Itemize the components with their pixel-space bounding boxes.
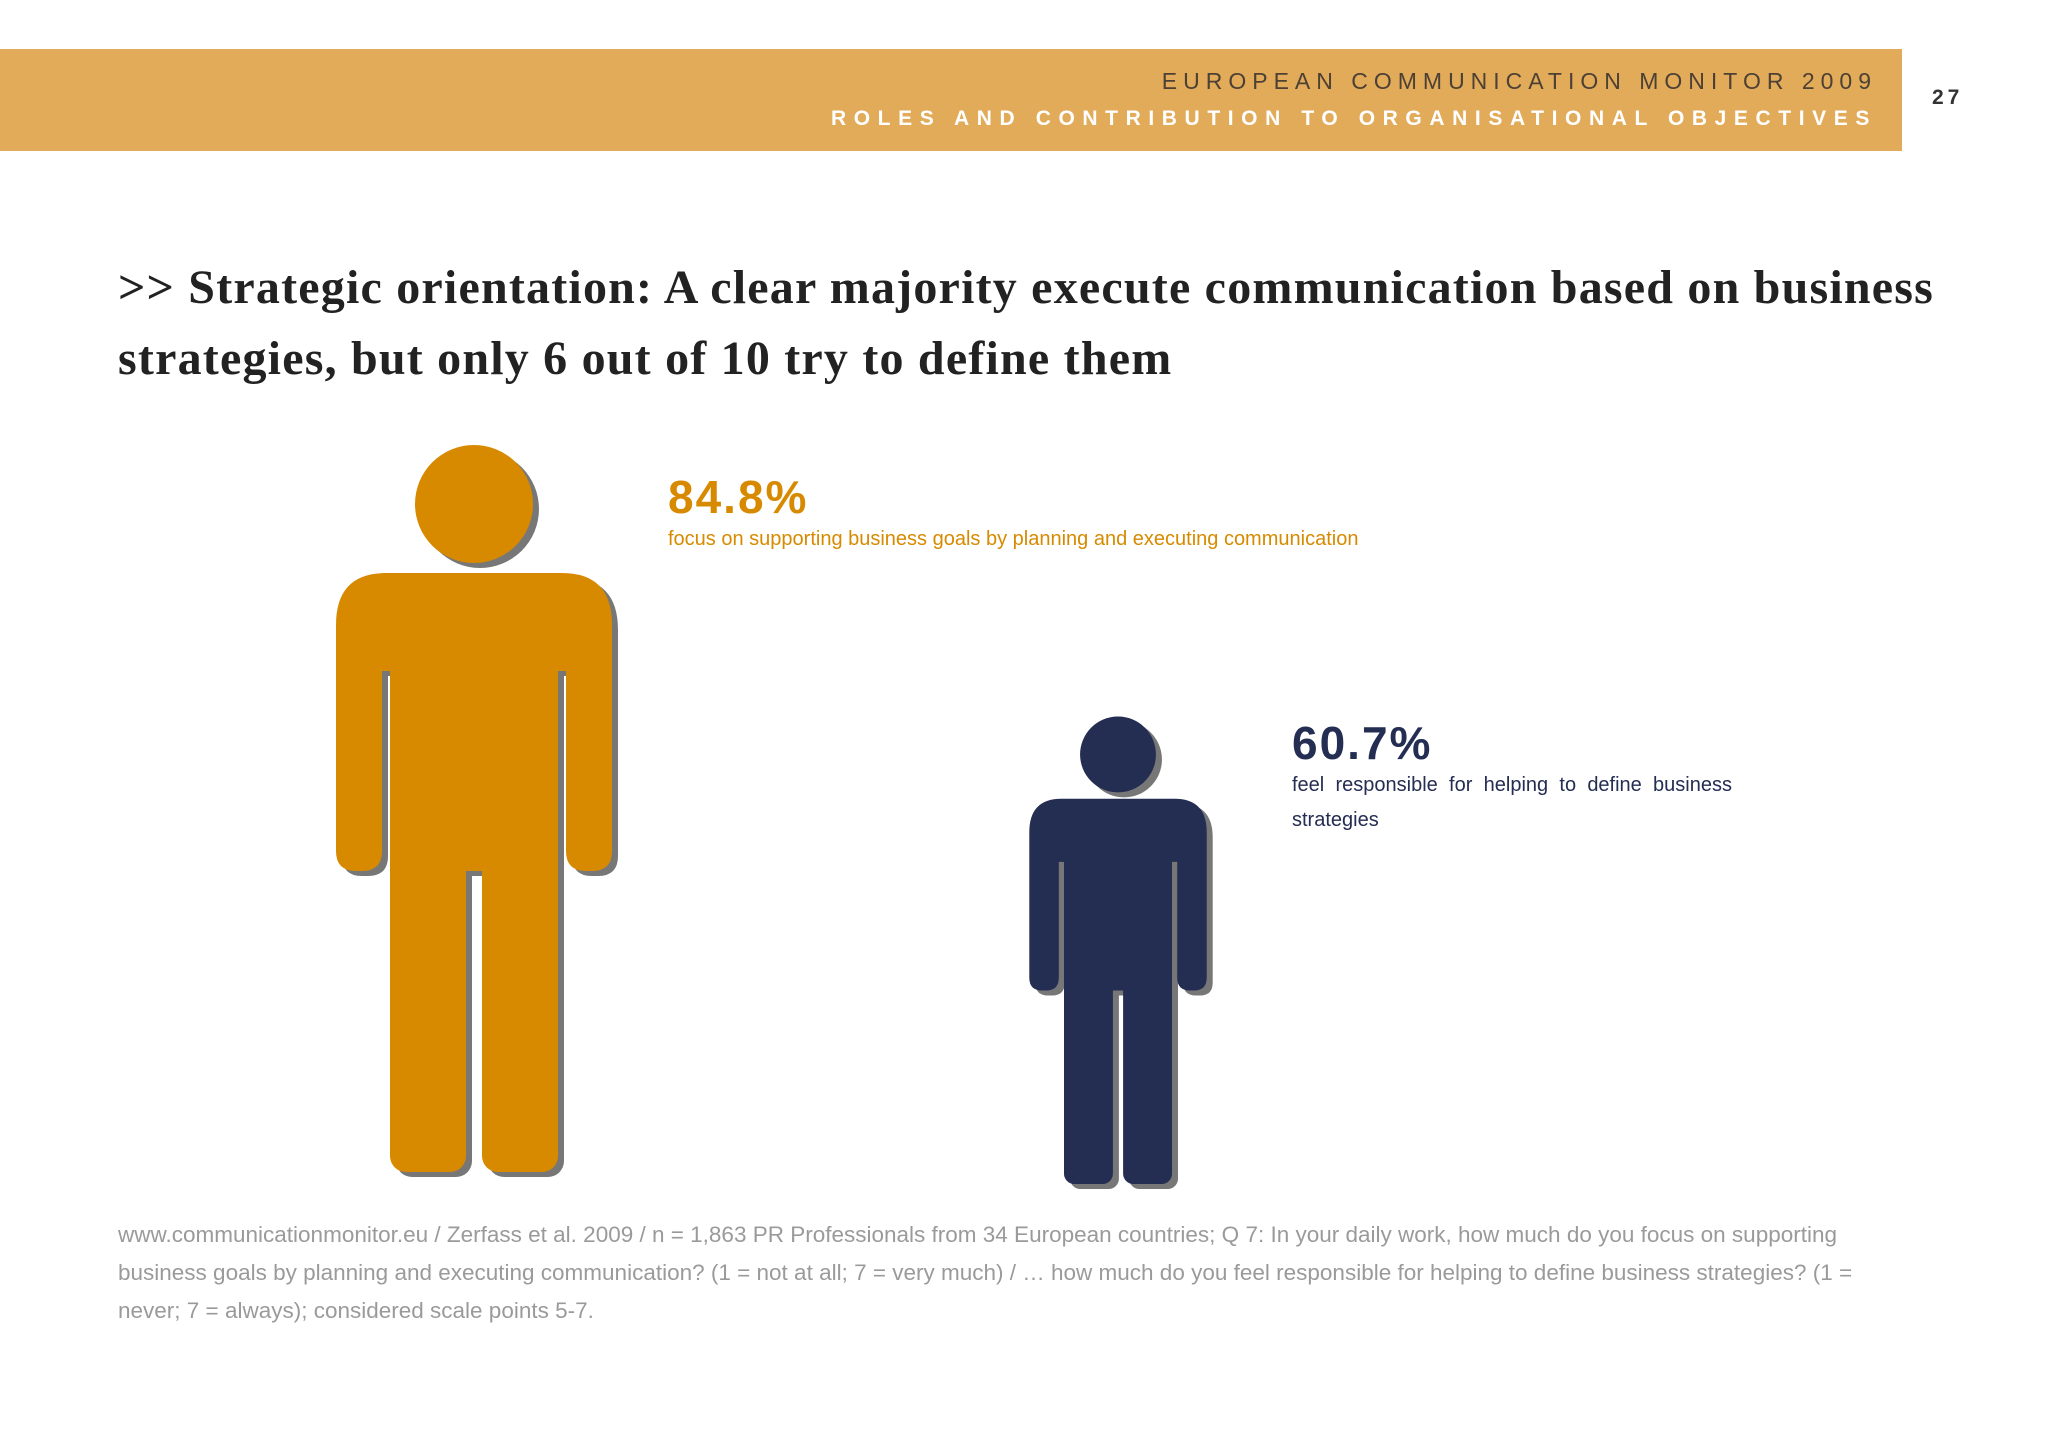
- person-figure-1: [336, 445, 618, 1177]
- person-figure-2-body: [1029, 716, 1207, 1184]
- stat-caption-strategy-definition: feel responsible for helping to define b…: [1292, 774, 1732, 831]
- stat-value-strategy-definition: 60.7%: [1292, 717, 1433, 769]
- page-number: 27: [1932, 86, 1964, 109]
- person-figure-1-body: [336, 445, 612, 1172]
- section-title: ROLES AND CONTRIBUTION TO ORGANISATIONAL…: [830, 107, 1877, 130]
- header-band: EUROPEAN COMMUNICATION MONITOR 2009 ROLE…: [0, 49, 1902, 151]
- headline: >> Strategic orientation: A clear majori…: [118, 261, 1935, 385]
- publication-title: EUROPEAN COMMUNICATION MONITOR 2009: [1161, 68, 1877, 94]
- source-footnote: www.communicationmonitor.eu / Zerfass et…: [118, 1222, 1853, 1323]
- stat-value-strategy-execution: 84.8%: [668, 471, 809, 523]
- person-figure-2: [1029, 716, 1213, 1189]
- stat-caption-strategy-execution: focus on supporting business goals by pl…: [668, 528, 1359, 550]
